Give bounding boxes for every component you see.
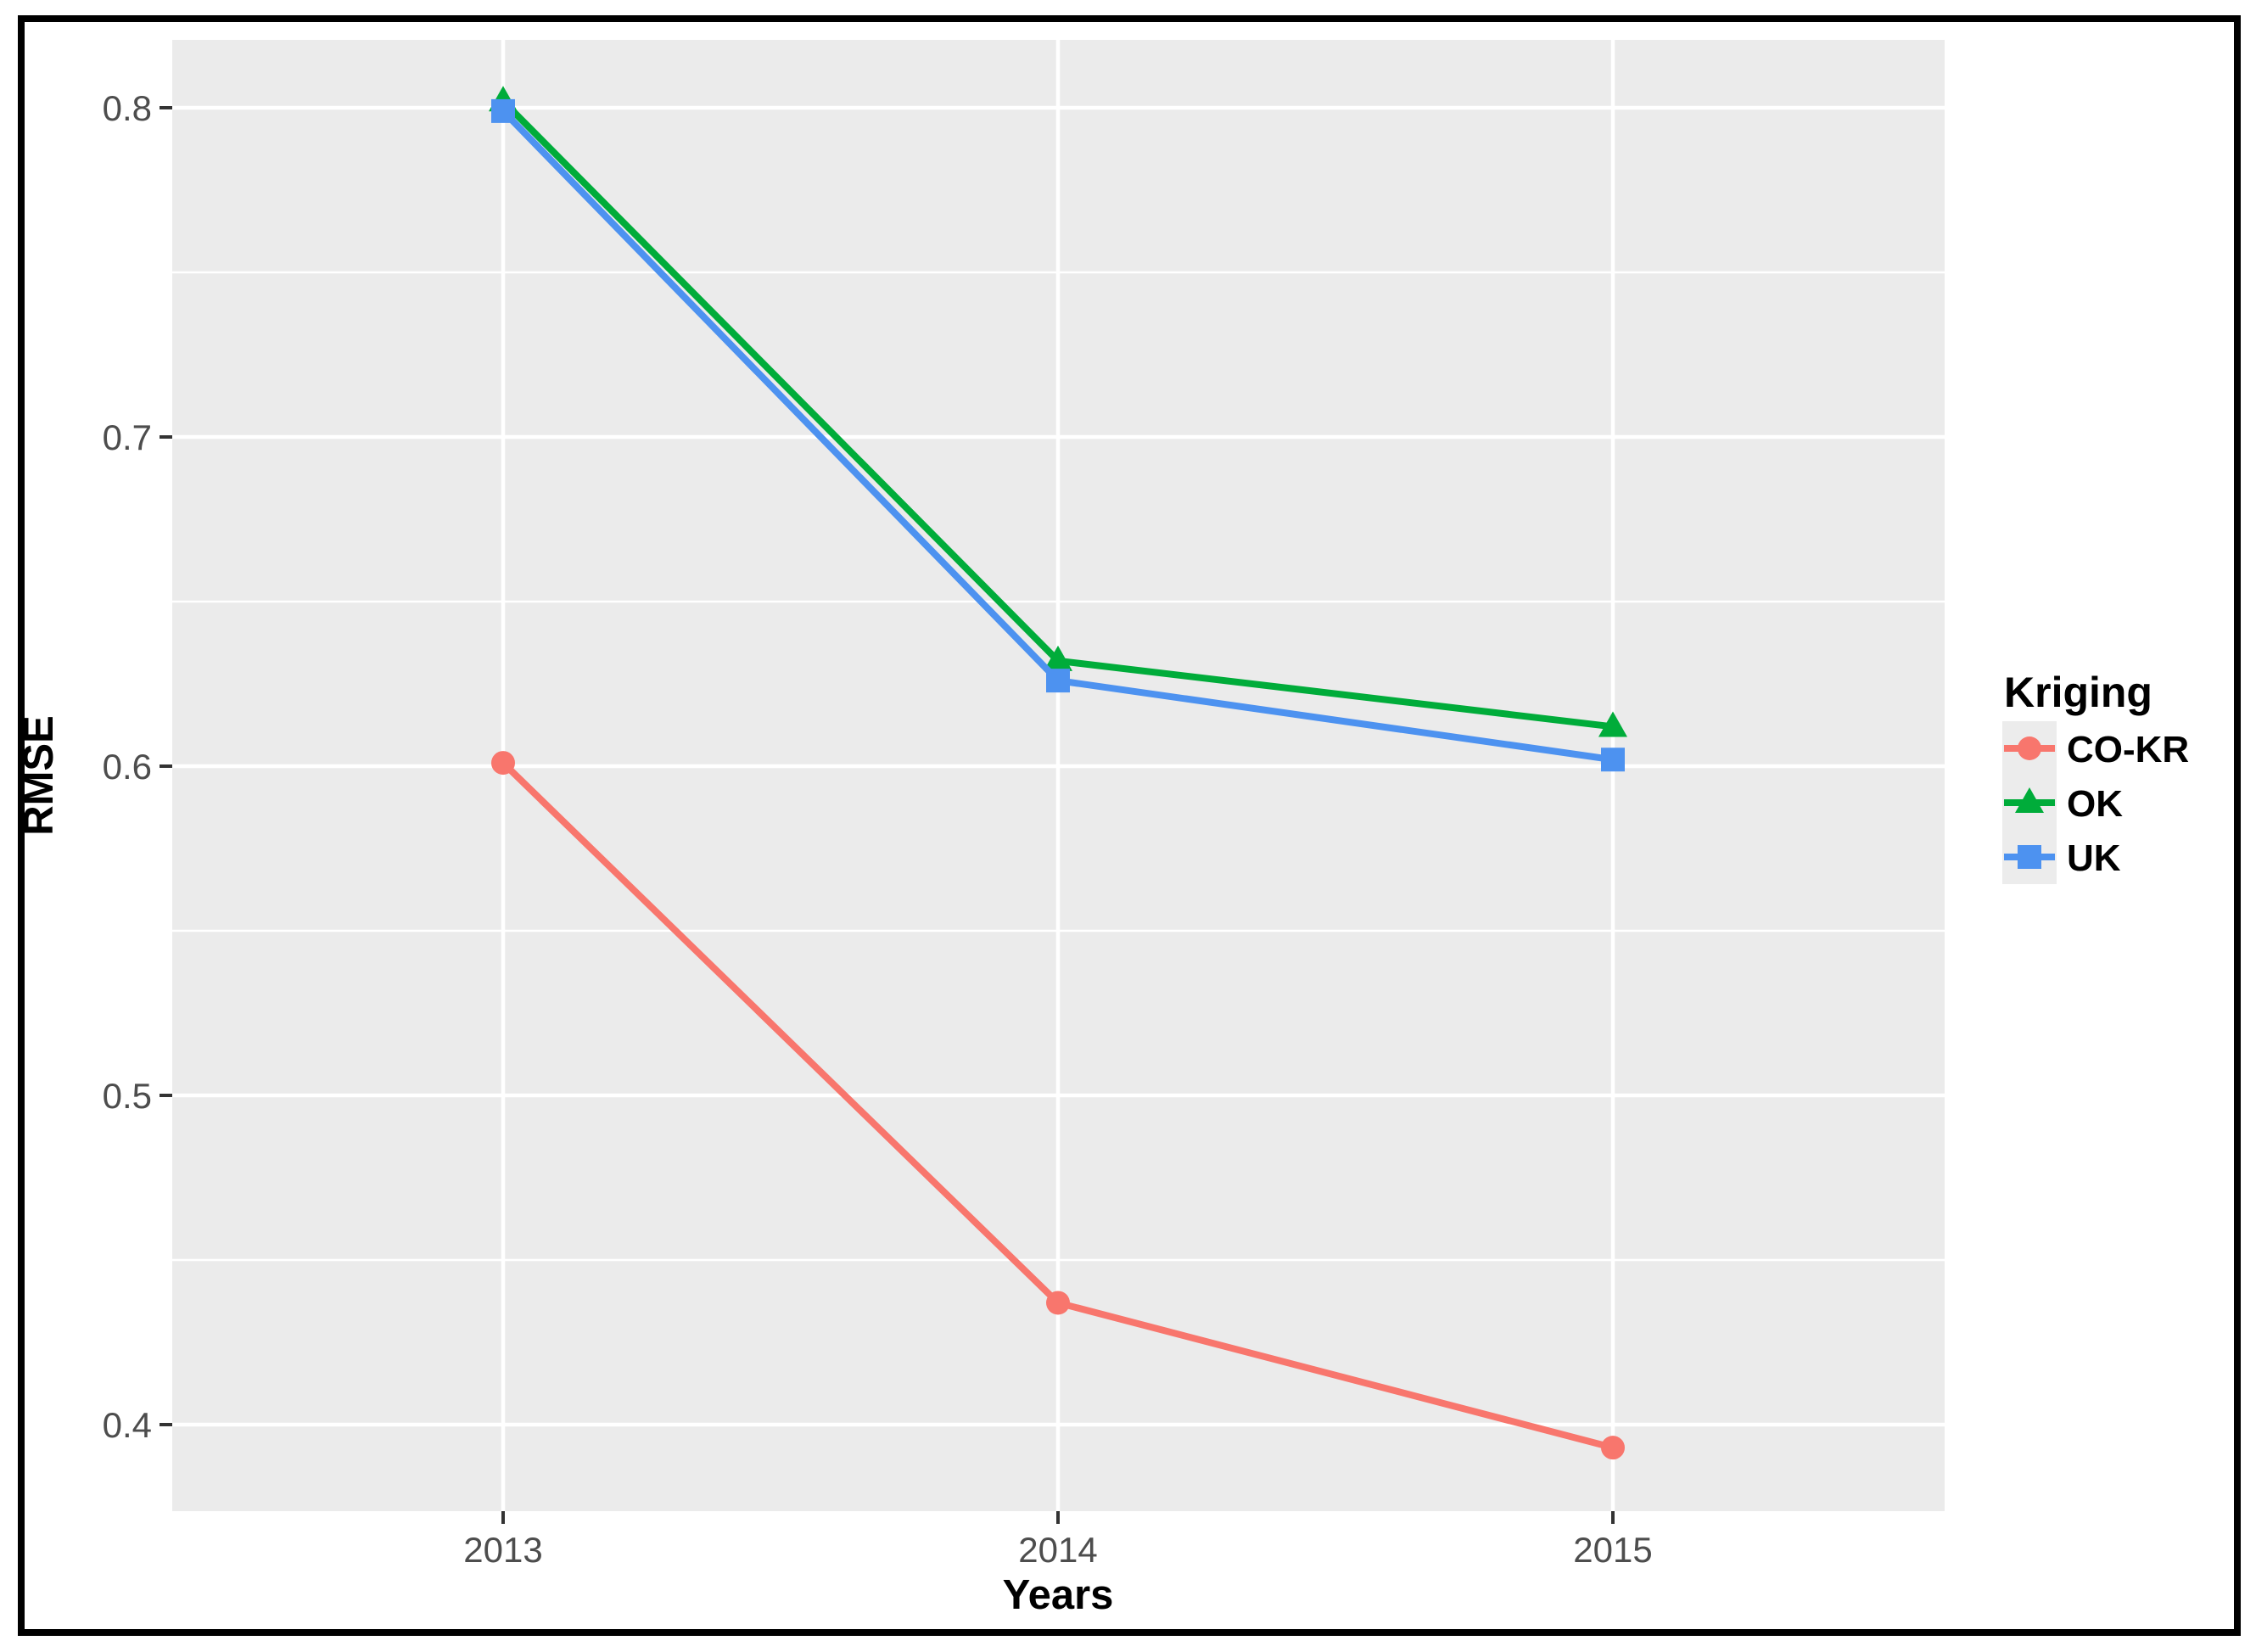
data-point-uk-square-icon — [1601, 748, 1625, 772]
data-point-uk-square-icon — [491, 98, 515, 123]
series-co-kr — [491, 751, 1625, 1460]
legend-label-co-kr: CO-KR — [2067, 729, 2189, 770]
y-axis-title: RMSE — [16, 715, 62, 836]
data-point-co-kr-circle-icon — [1601, 1436, 1625, 1460]
data-point-co-kr-circle-icon — [1046, 1291, 1070, 1315]
series-layer — [489, 86, 1627, 1460]
data-point-co-kr-circle-icon — [491, 751, 515, 776]
y-tick-label: 0.6 — [103, 747, 152, 787]
series-uk — [491, 98, 1625, 772]
co-kr-circle-icon — [2004, 736, 2055, 760]
legend-marker-triangle-icon — [2015, 787, 2044, 813]
data-point-ok-triangle-icon — [1598, 711, 1627, 737]
x-tick-label: 2013 — [463, 1530, 542, 1570]
data-point-uk-square-icon — [1046, 669, 1070, 693]
legend-label-ok: OK — [2067, 783, 2123, 825]
legend-item-uk: UK — [2002, 830, 2121, 884]
y-tick-label: 0.8 — [103, 88, 152, 128]
legend: Kriging CO-KR OK UK — [2002, 669, 2189, 884]
legend-marker-circle-icon — [2018, 736, 2041, 760]
legend-marker-square-icon — [2018, 845, 2041, 869]
gridlines — [172, 40, 1945, 1511]
x-axis-title: Years — [1003, 1572, 1114, 1618]
y-tick-label: 0.7 — [103, 417, 152, 457]
axis-ticks — [160, 106, 1615, 1524]
legend-title: Kriging — [2004, 669, 2152, 716]
legend-label-uk: UK — [2067, 837, 2121, 879]
data-point-ok-triangle-icon — [1044, 645, 1072, 671]
axis-tick-labels: 0.4 0.5 0.6 0.7 0.8 2013 2014 2015 — [103, 88, 1653, 1570]
x-tick-label: 2014 — [1018, 1530, 1097, 1570]
legend-item-ok: OK — [2002, 776, 2123, 830]
x-tick-label: 2015 — [1573, 1530, 1652, 1570]
y-tick-label: 0.5 — [103, 1076, 152, 1116]
uk-square-icon — [2004, 845, 2055, 869]
y-tick-label: 0.4 — [103, 1405, 152, 1445]
ok-triangle-icon — [2004, 787, 2055, 813]
legend-item-co-kr: CO-KR — [2002, 721, 2189, 776]
